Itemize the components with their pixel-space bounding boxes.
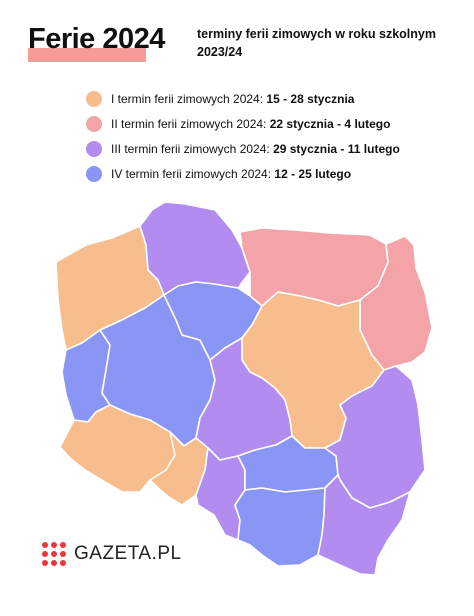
legend-dot <box>86 165 102 182</box>
region-opolskie <box>149 431 209 506</box>
legend-label: III termin ferii zimowych 2024: 29 stycz… <box>111 141 400 156</box>
legend-item-term-3: III termin ferii zimowych 2024: 29 stycz… <box>86 136 400 161</box>
page-title: Ferie 2024 <box>28 23 165 55</box>
region-warminsko-mazurskie <box>239 227 389 307</box>
region-podkarpackie <box>317 474 411 576</box>
legend-item-term-2: II termin ferii zimowych 2024: 22 styczn… <box>86 111 400 136</box>
legend-dot <box>86 140 102 157</box>
logo-text: GAZETA.PL <box>74 543 182 564</box>
legend-label: IV termin ferii zimowych 2024: 12 - 25 l… <box>111 166 352 181</box>
poland-map <box>55 201 433 576</box>
region-malopolskie <box>234 487 326 567</box>
page-subtitle: terminy ferii zimowych w roku szkolnym 2… <box>197 27 436 59</box>
header: Ferie 2024 terminy ferii zimowych w roku… <box>0 0 474 70</box>
legend-dot <box>86 90 102 107</box>
legend-label: II termin ferii zimowych 2024: 22 styczn… <box>111 116 391 131</box>
legend-item-term-1: I termin ferii zimowych 2024: 15 - 28 st… <box>86 86 400 111</box>
region-podlaskie <box>359 235 433 371</box>
legend-dot <box>86 115 102 132</box>
title-block: Ferie 2024 <box>28 22 165 62</box>
logo[interactable]: GAZETA.PL <box>40 540 182 568</box>
legend-label: I termin ferii zimowych 2024: 15 - 28 st… <box>111 91 355 106</box>
gazeta-logo-icon <box>42 542 66 566</box>
title-highlight <box>28 48 146 62</box>
legend: I termin ferii zimowych 2024: 15 - 28 st… <box>86 86 400 186</box>
legend-item-term-4: IV termin ferii zimowych 2024: 12 - 25 l… <box>86 161 400 186</box>
